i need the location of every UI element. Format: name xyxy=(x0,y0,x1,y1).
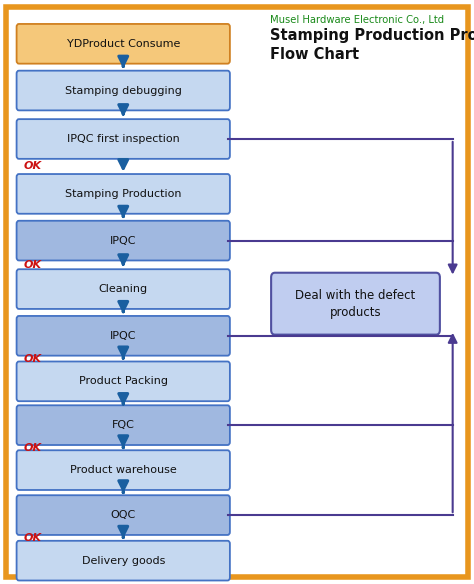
Text: OK: OK xyxy=(24,443,42,453)
FancyBboxPatch shape xyxy=(17,119,230,159)
FancyBboxPatch shape xyxy=(17,71,230,110)
Text: Product Packing: Product Packing xyxy=(79,376,168,387)
Text: IPQC first inspection: IPQC first inspection xyxy=(67,134,180,144)
Text: OK: OK xyxy=(24,260,42,270)
Text: OK: OK xyxy=(24,533,42,543)
FancyBboxPatch shape xyxy=(17,269,230,309)
Text: FQC: FQC xyxy=(112,420,135,430)
Text: OK: OK xyxy=(24,161,42,172)
Text: Stamping Production Process
Flow Chart: Stamping Production Process Flow Chart xyxy=(270,28,474,62)
Text: IPQC: IPQC xyxy=(110,331,137,341)
Text: Delivery goods: Delivery goods xyxy=(82,555,165,566)
Text: Cleaning: Cleaning xyxy=(99,284,148,294)
Text: YDProduct Consume: YDProduct Consume xyxy=(66,39,180,49)
Text: OK: OK xyxy=(24,353,42,364)
FancyBboxPatch shape xyxy=(17,495,230,535)
FancyBboxPatch shape xyxy=(17,316,230,356)
FancyBboxPatch shape xyxy=(17,450,230,490)
Text: IPQC: IPQC xyxy=(110,235,137,246)
Text: Product warehouse: Product warehouse xyxy=(70,465,177,475)
FancyBboxPatch shape xyxy=(17,174,230,214)
Text: Stamping debugging: Stamping debugging xyxy=(65,85,182,96)
Text: Musel Hardware Electronic Co., Ltd: Musel Hardware Electronic Co., Ltd xyxy=(270,15,444,25)
FancyBboxPatch shape xyxy=(17,361,230,401)
Text: OQC: OQC xyxy=(110,510,136,520)
FancyBboxPatch shape xyxy=(17,405,230,445)
Text: Deal with the defect
products: Deal with the defect products xyxy=(295,288,416,319)
FancyBboxPatch shape xyxy=(17,221,230,260)
FancyBboxPatch shape xyxy=(17,541,230,580)
Text: Stamping Production: Stamping Production xyxy=(65,189,182,199)
FancyBboxPatch shape xyxy=(17,24,230,64)
FancyBboxPatch shape xyxy=(271,273,440,335)
